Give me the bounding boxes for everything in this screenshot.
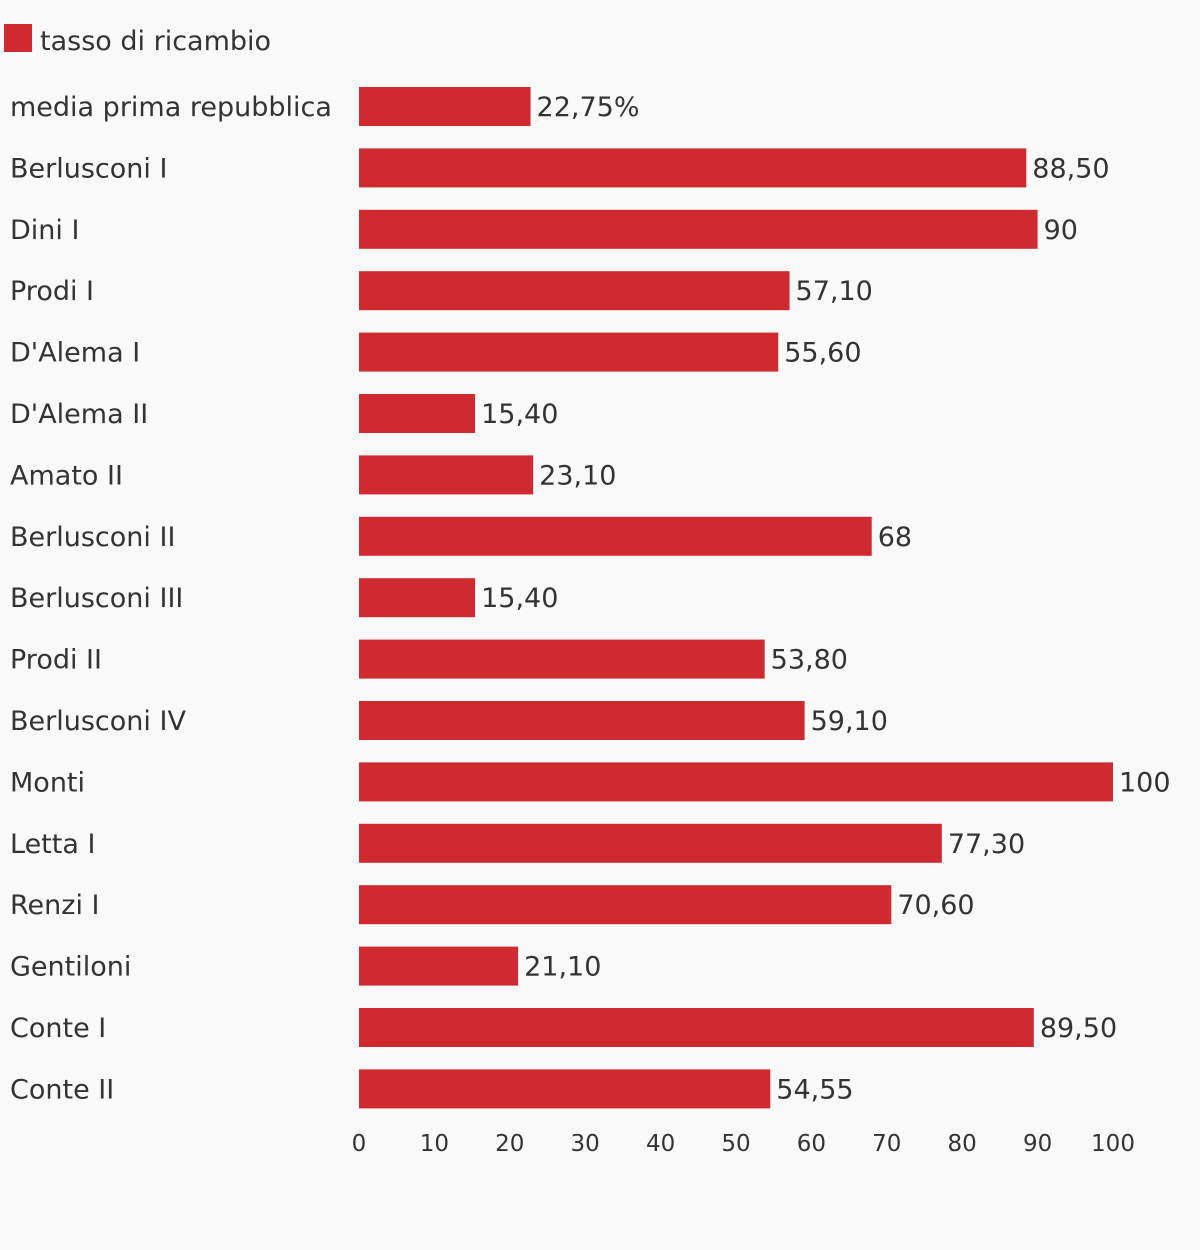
bar <box>359 1008 1034 1047</box>
bar <box>359 701 805 740</box>
data-label: 68 <box>878 522 912 553</box>
bar <box>359 209 1038 249</box>
data-label: 70,60 <box>897 890 974 921</box>
bar <box>359 578 476 618</box>
category-label: Berlusconi II <box>10 522 175 553</box>
x-tick-label: 100 <box>1091 1131 1135 1157</box>
bar <box>359 394 476 433</box>
data-label: 59,10 <box>811 706 888 737</box>
category-label: Berlusconi IV <box>10 706 186 737</box>
bar <box>359 332 779 372</box>
category-label: Amato II <box>10 460 123 491</box>
category-label: Prodi II <box>10 645 102 676</box>
x-axis-tick-labels: 0 10 20 30 40 50 60 70 80 90 100 <box>352 1131 1135 1157</box>
bar <box>359 148 1027 188</box>
data-label: 55,60 <box>784 338 861 369</box>
data-label: 100 <box>1119 767 1171 798</box>
data-label: 89,50 <box>1040 1013 1117 1044</box>
bar <box>359 762 1113 802</box>
x-tick-label: 0 <box>352 1131 367 1157</box>
category-label: Prodi I <box>10 276 94 307</box>
bar <box>359 516 872 556</box>
data-label: 90 <box>1044 215 1078 246</box>
category-label: Letta I <box>10 829 95 860</box>
x-tick-label: 20 <box>495 1131 524 1157</box>
category-label: Gentiloni <box>10 952 131 983</box>
bar <box>359 639 765 679</box>
category-label: media prima repubblica <box>10 92 332 123</box>
data-label: 54,55 <box>776 1074 853 1105</box>
category-label: D'Alema I <box>10 338 140 369</box>
bar <box>359 1069 771 1109</box>
data-label: 77,30 <box>948 829 1025 860</box>
x-tick-label: 90 <box>1023 1131 1052 1157</box>
category-label: Conte I <box>10 1013 106 1044</box>
bar <box>359 885 892 925</box>
x-tick-label: 80 <box>948 1131 977 1157</box>
legend-label: tasso di ricambio <box>40 26 271 57</box>
bar <box>359 271 790 311</box>
data-label: 22,75% <box>537 92 640 123</box>
chart-legend: tasso di ricambio <box>4 24 271 57</box>
data-label: 23,10 <box>539 460 616 491</box>
data-label: 21,10 <box>524 952 601 983</box>
category-labels: media prima repubblica Berlusconi I Dini I… <box>10 92 332 1105</box>
x-tick-label: 60 <box>797 1131 826 1157</box>
data-labels: 22,75% 88,50 90 57,10 55,60 15,40 23,10 68 15,40… <box>481 92 1170 1105</box>
bars <box>359 87 1113 1109</box>
category-label: Monti <box>10 767 85 798</box>
data-label: 15,40 <box>481 583 558 614</box>
category-label: D'Alema II <box>10 399 148 430</box>
bar <box>359 87 531 126</box>
x-tick-label: 70 <box>872 1131 901 1157</box>
x-tick-label: 40 <box>646 1131 675 1157</box>
data-label: 57,10 <box>796 276 873 307</box>
data-label: 53,80 <box>771 645 848 676</box>
data-label: 15,40 <box>481 399 558 430</box>
bar <box>359 946 519 986</box>
x-tick-label: 50 <box>721 1131 750 1157</box>
data-label: 88,50 <box>1032 153 1109 184</box>
x-tick-label: 10 <box>420 1131 449 1157</box>
category-label: Berlusconi I <box>10 153 167 184</box>
legend-swatch <box>4 24 32 52</box>
bar <box>359 823 942 863</box>
category-label: Dini I <box>10 215 79 246</box>
bar <box>359 455 534 495</box>
x-tick-label: 30 <box>571 1131 600 1157</box>
category-label: Conte II <box>10 1074 114 1105</box>
category-label: Berlusconi III <box>10 583 183 614</box>
category-label: Renzi I <box>10 890 100 921</box>
